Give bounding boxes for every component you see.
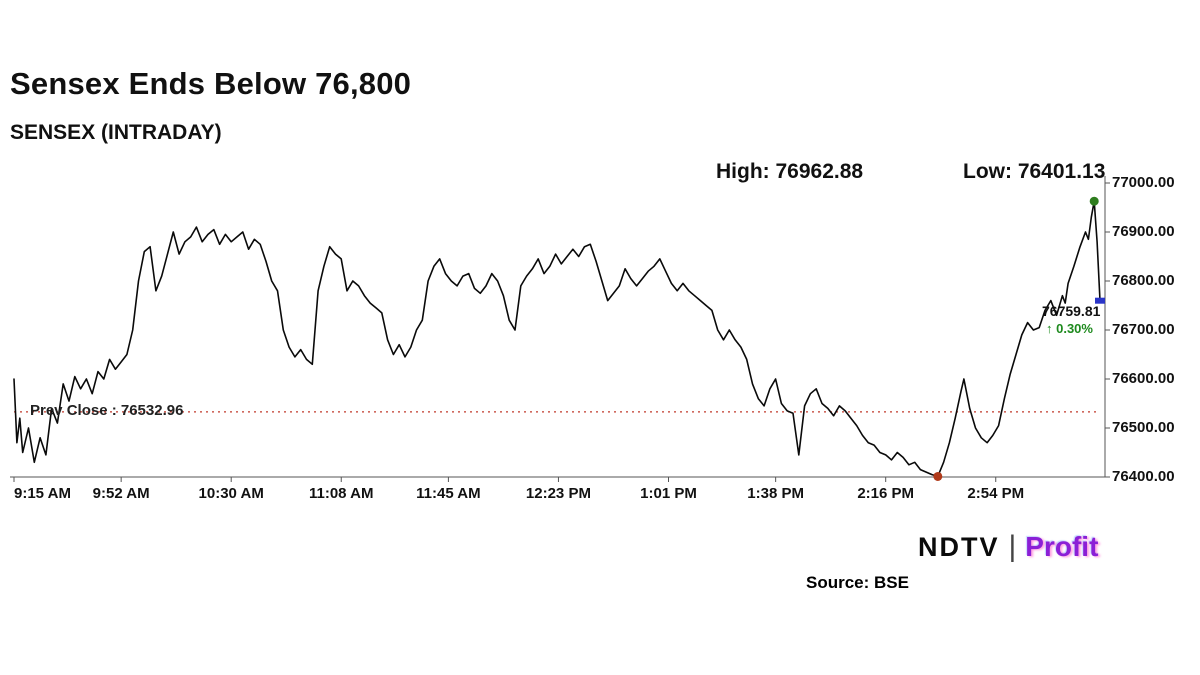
- y-tick-label: 76800.00: [1112, 272, 1175, 289]
- y-tick-label: 76700.00: [1112, 321, 1175, 338]
- ndtv-profit-logo: NDTV | Profit: [918, 531, 1098, 563]
- x-tick-label: 12:23 PM: [525, 485, 591, 502]
- x-tick-label: 11:45 AM: [416, 485, 481, 502]
- low-value-label: Low: 76401.13: [963, 160, 1106, 183]
- prev-close-label: Prev Close : 76532.96: [30, 402, 184, 419]
- logo-separator: |: [1008, 530, 1017, 563]
- ndtv-logo-text: NDTV: [918, 531, 1000, 562]
- y-tick-label: 76400.00: [1112, 468, 1175, 485]
- chart-subtitle: SENSEX (INTRADAY): [10, 121, 222, 144]
- high-value-label: High: 76962.88: [716, 160, 864, 183]
- x-tick-label: 9:15 AM: [14, 485, 71, 502]
- x-tick-label: 1:01 PM: [640, 485, 697, 502]
- last-price-label: 76759.81: [1042, 303, 1101, 319]
- x-tick-label: 1:38 PM: [747, 485, 804, 502]
- x-tick-label: 9:52 AM: [92, 485, 150, 502]
- y-tick-label: 76900.00: [1112, 223, 1175, 240]
- y-tick-label: 76600.00: [1112, 370, 1175, 387]
- last-change-percent-label: ↑ 0.30%: [1046, 321, 1093, 336]
- x-tick-label: 2:16 PM: [857, 485, 915, 502]
- y-tick-label: 76500.00: [1112, 419, 1175, 436]
- x-tick-label: 11:08 AM: [308, 485, 374, 502]
- source-attribution: Source: BSE: [806, 573, 909, 592]
- page-title: Sensex Ends Below 76,800: [10, 66, 412, 101]
- x-tick-label: 2:54 PM: [967, 485, 1025, 502]
- profit-logo-text: Profit: [1025, 531, 1099, 562]
- y-tick-label: 77000.00: [1112, 174, 1175, 191]
- x-tick-label: 10:30 AM: [198, 485, 264, 502]
